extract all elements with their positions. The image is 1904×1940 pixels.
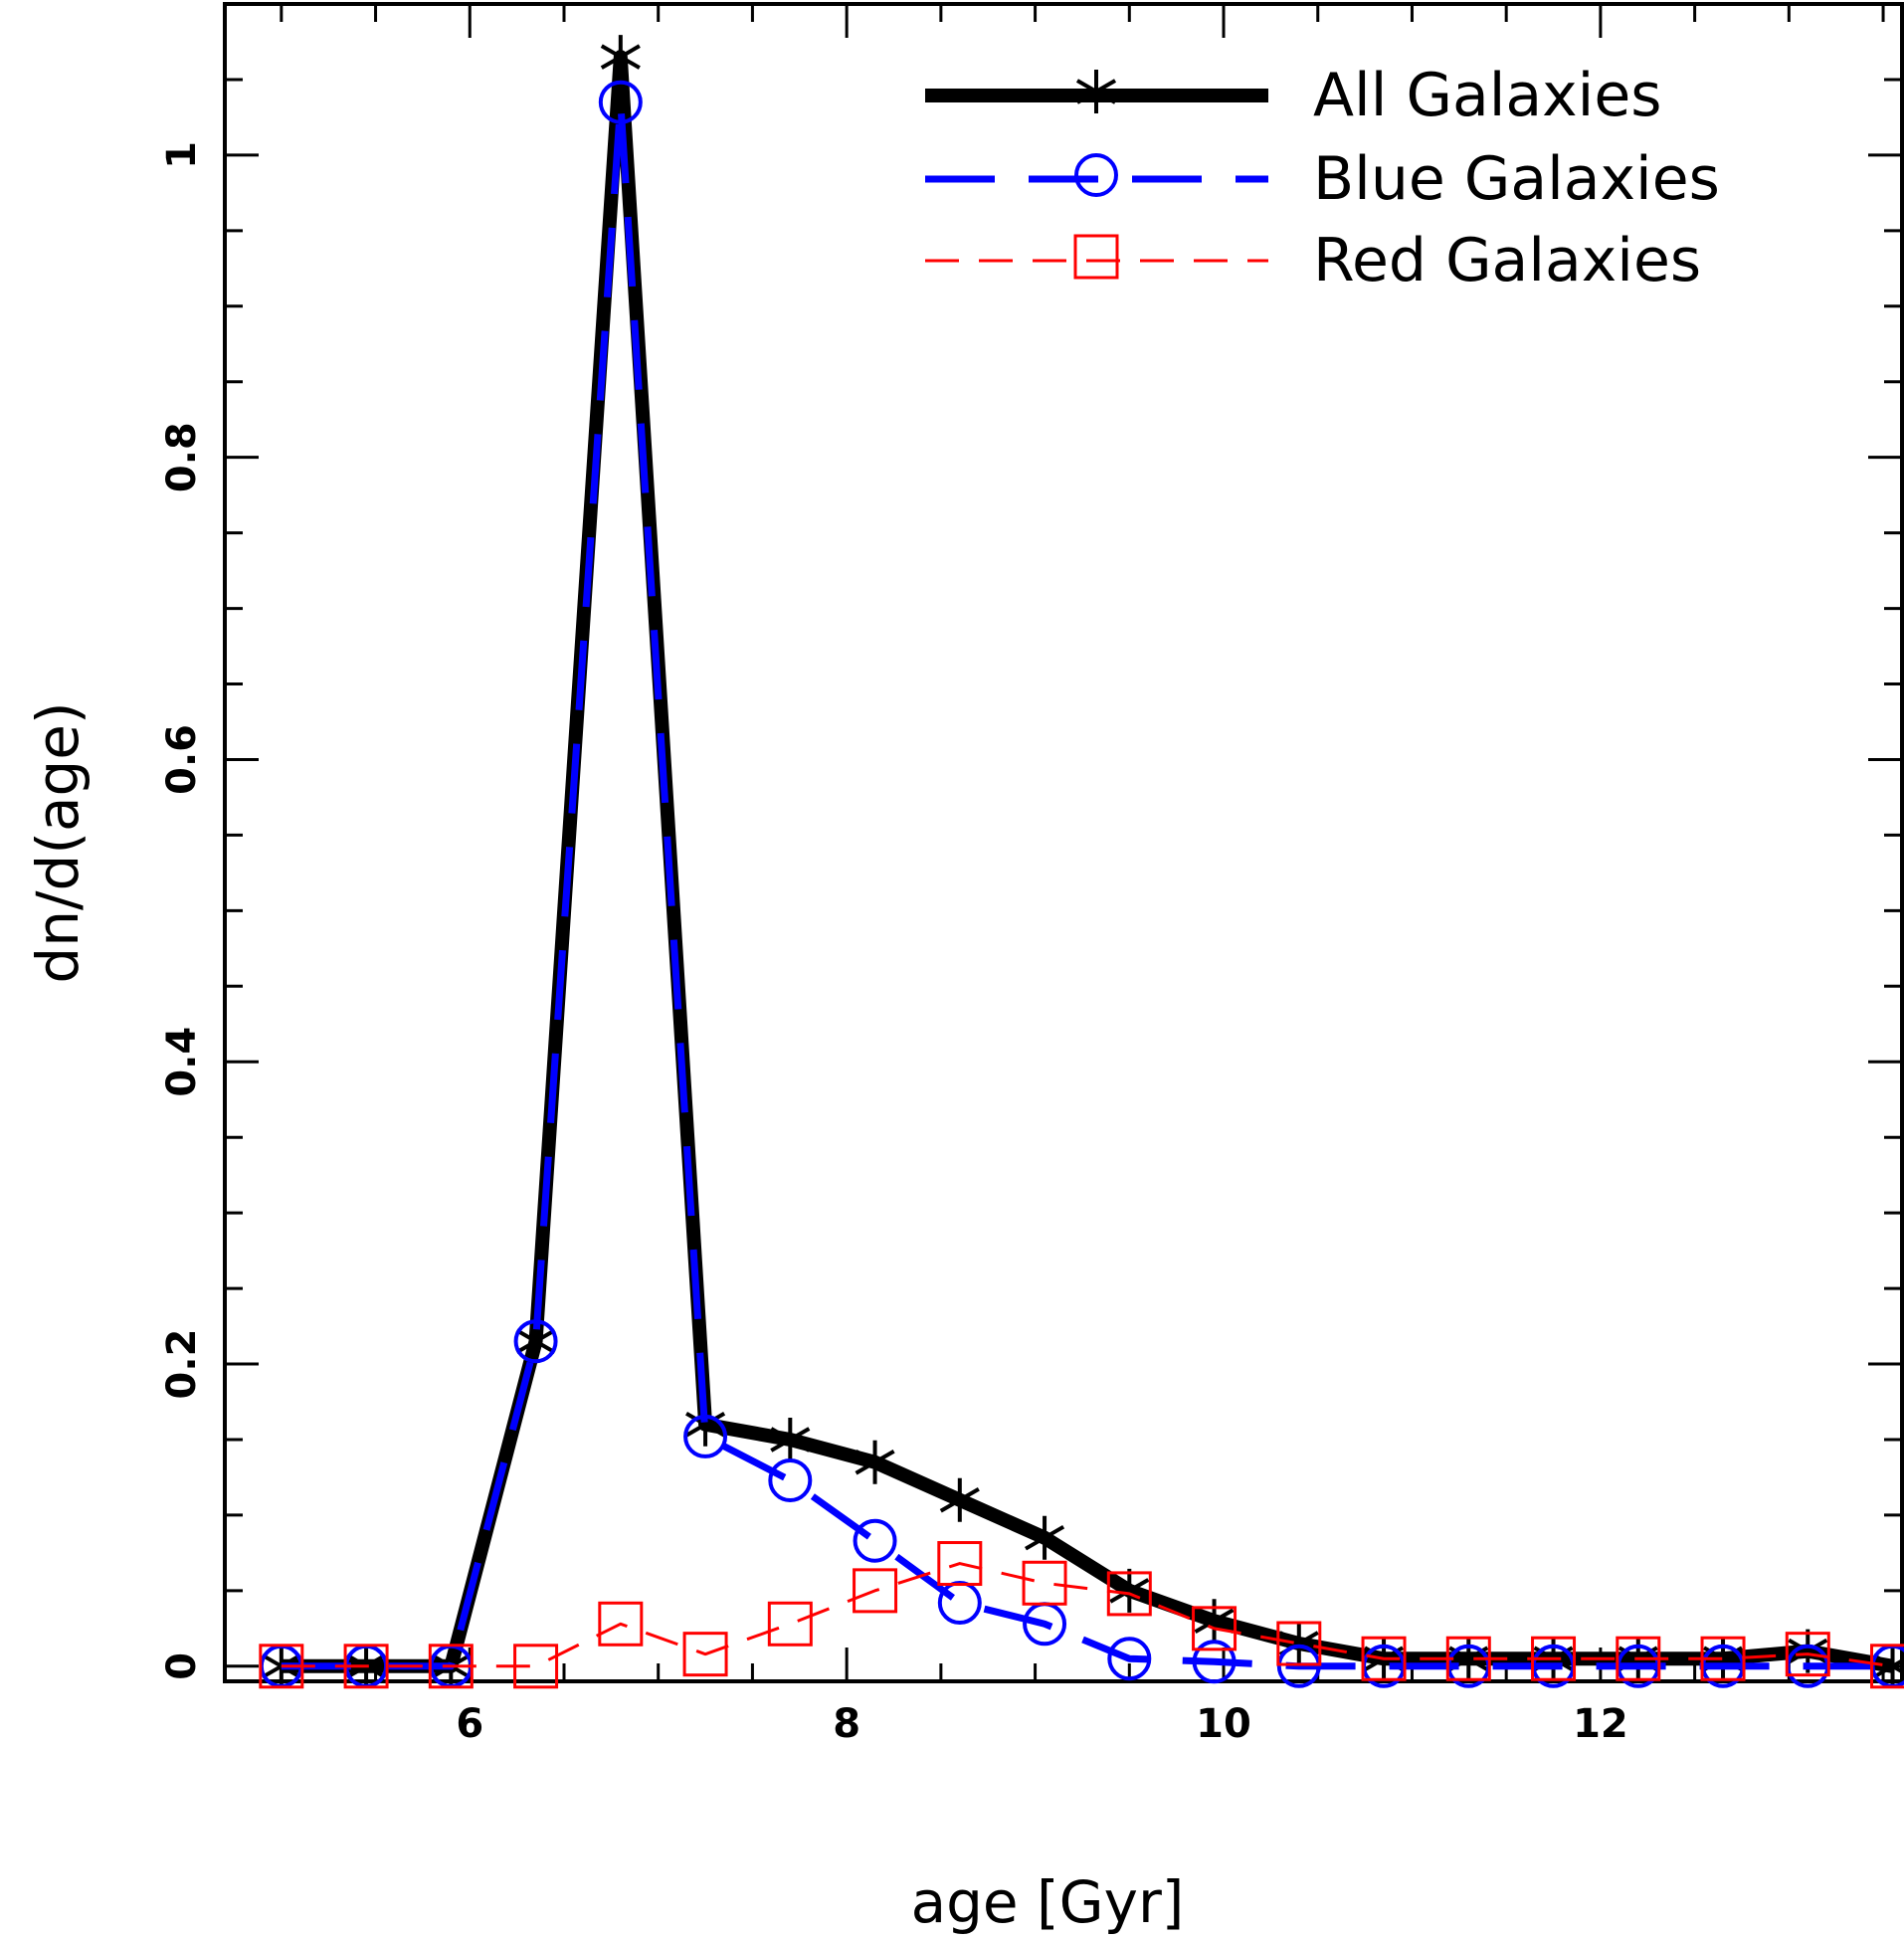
square-marker [1531,1636,1577,1681]
circle-marker [1276,1644,1321,1688]
square-marker [598,1601,644,1647]
square-marker [1073,234,1119,280]
series-layer [259,35,1904,1689]
y-tick-label: 0 [159,1652,205,1680]
asterisk-marker [1075,70,1117,113]
legend-label: Red Galaxies [1313,226,1701,295]
square-marker [428,1644,474,1689]
y-tick-label: 0.6 [159,724,205,795]
square-marker [1361,1636,1407,1681]
legend-item: All Galaxies [925,61,1662,130]
asterisk-marker [939,1477,980,1522]
circle-marker [1192,1640,1237,1684]
legend-label: All Galaxies [1313,61,1662,130]
circle-marker [683,1414,728,1458]
legend: All Galaxies Blue Galaxies Red Galaxies [925,61,1720,295]
square-marker [682,1632,728,1677]
x-tick-label: 12 [1573,1701,1628,1747]
square-marker [1106,1571,1152,1617]
x-tick-label: 6 [456,1701,483,1747]
square-marker [1022,1560,1067,1606]
asterisk-marker [855,1440,895,1484]
circle-marker [853,1518,897,1563]
x-tick-label: 10 [1196,1701,1251,1747]
x-tick-labels: 6 8 10 12 [456,1701,1627,1747]
series-line [281,98,1893,1670]
asterisk-marker [1872,1644,1904,1688]
square-marker [767,1601,813,1647]
series-line [281,50,1894,1673]
asterisk-marker [770,1417,811,1461]
legend-item: Red Galaxies [925,226,1701,295]
asterisk-marker [600,35,641,80]
square-marker [259,1644,304,1689]
square-marker [1445,1636,1491,1681]
y-tick-label: 1 [159,141,205,169]
series-red-galaxies [259,1541,1904,1689]
circle-marker [1107,1637,1152,1681]
x-tick-label: 8 [833,1701,860,1747]
series-line [281,1562,1893,1668]
square-marker [1192,1606,1238,1651]
square-marker [513,1644,559,1689]
y-axis-title: dn/d(age) [24,701,92,983]
circle-marker [513,1319,558,1364]
square-marker [343,1644,389,1689]
square-marker [1616,1636,1661,1681]
square-marker [1785,1632,1830,1677]
circle-marker [768,1457,813,1502]
square-marker [853,1568,898,1614]
square-marker [1870,1644,1904,1689]
circle-marker [598,80,643,124]
plot-frame [223,2,1904,1683]
y-tick-label: 0.4 [159,1027,205,1097]
legend-item: Blue Galaxies [925,144,1720,214]
circle-marker [1074,153,1118,197]
y-tick-label: 0.8 [159,422,205,492]
asterisk-marker [1025,1515,1065,1560]
legend-label: Blue Galaxies [1313,144,1720,214]
square-marker [1700,1636,1746,1681]
circle-marker [937,1581,982,1626]
y-tick-label: 0.2 [159,1329,205,1400]
asterisk-marker [1109,1568,1150,1613]
square-marker [1276,1621,1322,1666]
square-marker [937,1541,983,1587]
x-axis-title: age [Gyr] [911,1868,1185,1936]
y-tick-labels: 0 0.2 0.4 0.6 0.8 1 [159,141,205,1680]
